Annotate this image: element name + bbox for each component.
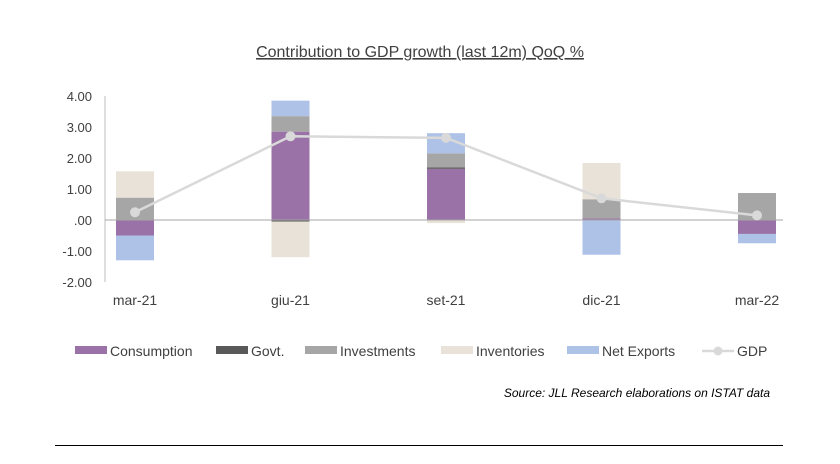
bar-net-exports-mar-21 xyxy=(116,235,154,261)
gdp-point-dic-21 xyxy=(596,193,607,204)
bar-net-exports-dic-21 xyxy=(582,220,621,255)
legend-marker-gdp xyxy=(713,346,723,356)
bar-consumption-mar-22 xyxy=(738,220,776,234)
gdp-point-mar-22 xyxy=(752,210,762,221)
bar-investments-set-21 xyxy=(427,153,465,168)
y-tick-label: -2.00 xyxy=(62,275,92,290)
y-tick-label: 2.00 xyxy=(67,151,92,166)
bar-govt-giu-21 xyxy=(271,220,310,222)
legend-label-gdp: GDP xyxy=(737,343,767,359)
y-tick-label: .00 xyxy=(74,213,92,228)
legend-swatch-net-exports xyxy=(567,346,599,354)
gdp-point-set-21 xyxy=(441,132,451,143)
legend-swatch-consumption xyxy=(75,346,107,354)
bar-inventories-set-21 xyxy=(427,220,465,224)
x-tick-label: mar-21 xyxy=(113,292,158,308)
legend-swatch-govt xyxy=(216,346,248,354)
legend-label-consumption: Consumption xyxy=(110,343,193,359)
bar-investments-giu-21 xyxy=(271,116,310,132)
legend-label-govt: Govt. xyxy=(251,343,284,359)
legend-label-net-exports: Net Exports xyxy=(602,343,675,359)
source-note: Source: JLL Research elaborations on IST… xyxy=(503,386,770,400)
bar-inventories-giu-21 xyxy=(271,221,310,258)
bar-net-exports-giu-21 xyxy=(271,100,310,117)
chart-title: Contribution to GDP growth (last 12m) Qo… xyxy=(256,44,584,61)
x-tick-label: mar-22 xyxy=(735,292,780,308)
bar-consumption-mar-21 xyxy=(116,220,154,236)
bar-consumption-set-21 xyxy=(427,168,465,220)
gdp-point-giu-21 xyxy=(285,131,296,142)
legend-swatch-investments xyxy=(305,346,337,354)
bar-inventories-mar-21 xyxy=(116,171,154,198)
y-tick-label: -1.00 xyxy=(62,244,92,259)
x-tick-label: dic-21 xyxy=(582,292,620,308)
bar-net-exports-mar-22 xyxy=(738,233,776,244)
bar-investments-dic-21 xyxy=(582,199,621,219)
y-tick-label: 1.00 xyxy=(67,182,92,197)
bar-govt-set-21 xyxy=(427,167,465,169)
y-tick-label: 4.00 xyxy=(67,89,92,104)
legend-label-investments: Investments xyxy=(340,343,415,359)
bar-consumption-dic-21 xyxy=(582,218,621,220)
gdp-point-mar-21 xyxy=(130,207,140,218)
footer-divider xyxy=(55,445,783,446)
y-tick-label: 3.00 xyxy=(67,120,92,135)
x-tick-label: giu-21 xyxy=(271,292,310,308)
x-tick-label: set-21 xyxy=(427,292,466,308)
bar-consumption-giu-21 xyxy=(271,131,310,220)
legend-label-inventories: Inventories xyxy=(476,343,544,359)
legend-swatch-inventories xyxy=(441,346,473,354)
